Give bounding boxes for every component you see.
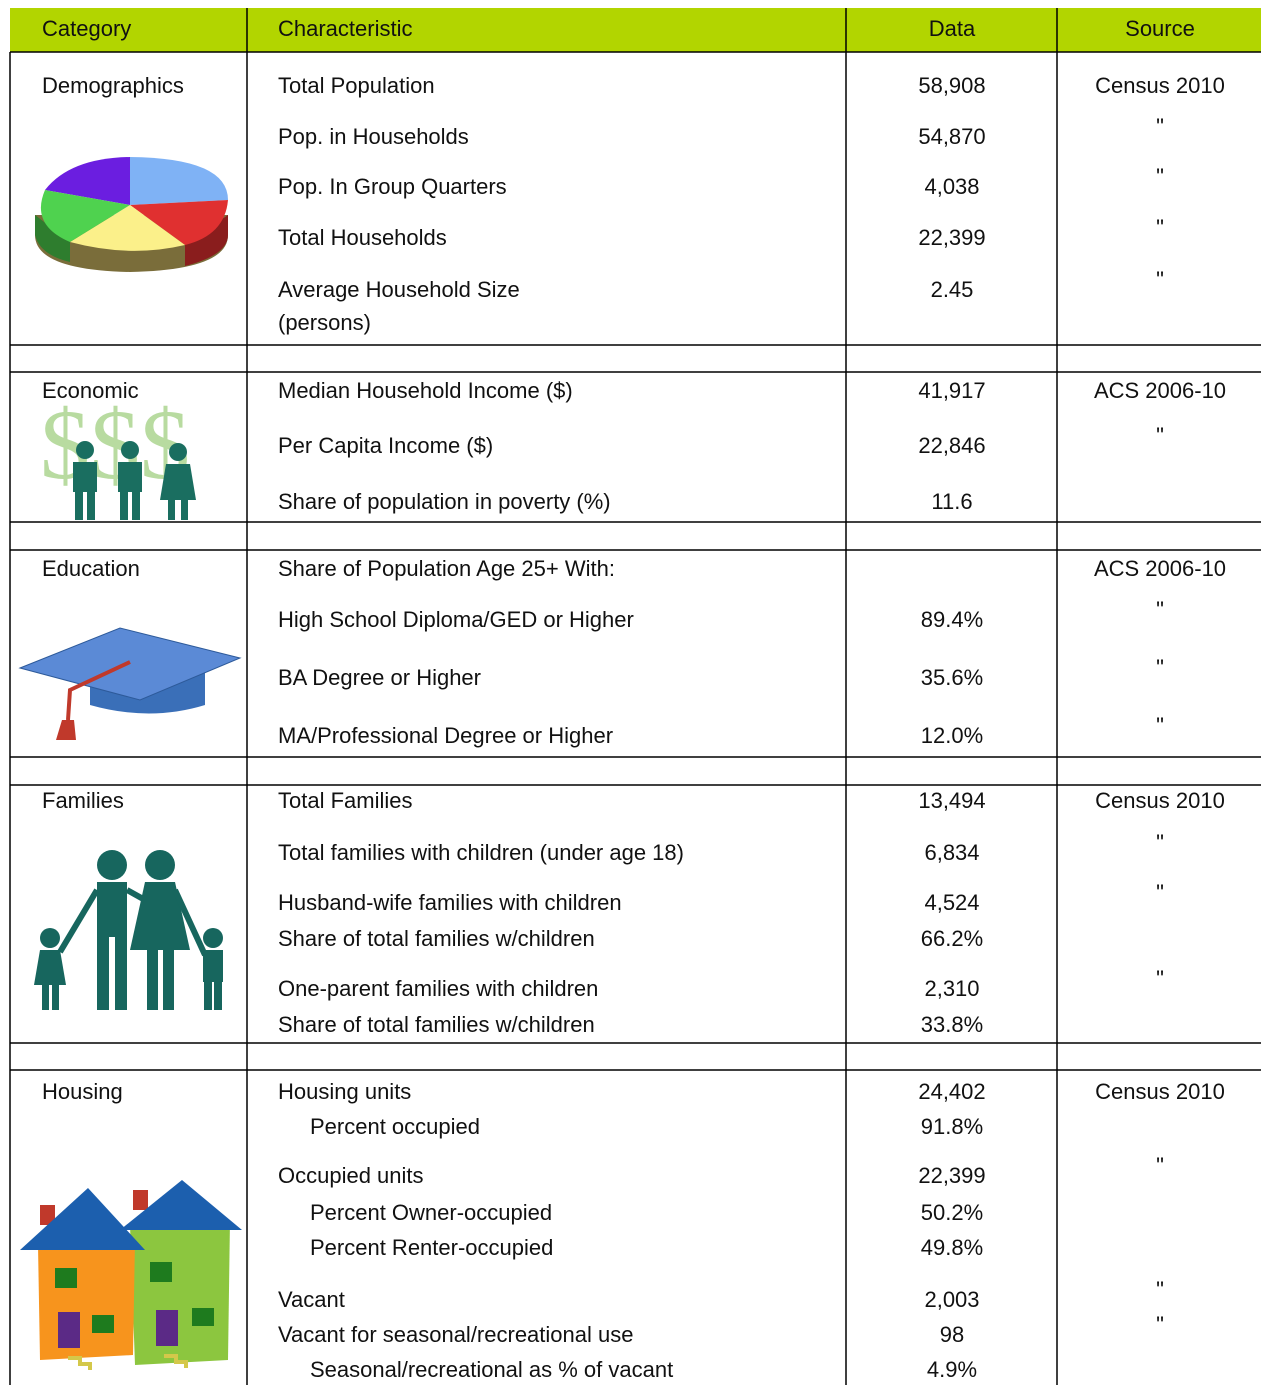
data-value: 22,846 <box>918 433 985 458</box>
source: " <box>1156 655 1164 680</box>
characteristic: High School Diploma/GED or Higher <box>278 607 634 632</box>
characteristic: BA Degree or Higher <box>278 665 481 690</box>
source: " <box>1156 114 1164 139</box>
data-value: 2,310 <box>924 976 979 1001</box>
characteristic: Share of population in poverty (%) <box>278 489 611 514</box>
source: " <box>1156 423 1164 448</box>
characteristic: Vacant <box>278 1287 345 1312</box>
category: Demographics <box>42 73 184 98</box>
source: " <box>1156 267 1164 292</box>
category: Families <box>42 788 124 813</box>
money-icon: $$$ <box>40 389 196 520</box>
source: Census 2010 <box>1095 1079 1225 1104</box>
data-value: 4.9% <box>927 1357 977 1382</box>
data-value: 6,834 <box>924 840 979 865</box>
data-value: 22,399 <box>918 225 985 250</box>
characteristic: Per Capita Income ($) <box>278 433 493 458</box>
family-icon <box>34 850 223 1010</box>
data-value: 89.4% <box>921 607 983 632</box>
source: ACS 2006-10 <box>1094 556 1226 581</box>
source: ACS 2006-10 <box>1094 378 1226 403</box>
source: " <box>1156 830 1164 855</box>
characteristic: Median Household Income ($) <box>278 378 573 403</box>
header-cell: Data <box>929 16 976 41</box>
data-value: 4,524 <box>924 890 979 915</box>
characteristic: Share of total families w/children <box>278 1012 595 1037</box>
data-value: 2,003 <box>924 1287 979 1312</box>
source: " <box>1156 880 1164 905</box>
characteristic: Percent occupied <box>310 1114 480 1139</box>
source: Census 2010 <box>1095 73 1225 98</box>
data-value: 98 <box>940 1322 964 1347</box>
data-value: 50.2% <box>921 1200 983 1225</box>
source: " <box>1156 597 1164 622</box>
data-value: 49.8% <box>921 1235 983 1260</box>
data-value: 35.6% <box>921 665 983 690</box>
pie-icon <box>35 157 228 272</box>
header-bar <box>10 8 1261 52</box>
data-value: 91.8% <box>921 1114 983 1139</box>
characteristic: Total Families <box>278 788 412 813</box>
source: " <box>1156 215 1164 240</box>
data-value: 54,870 <box>918 124 985 149</box>
cap-icon <box>20 628 240 740</box>
characteristic: Pop. In Group Quarters <box>278 174 507 199</box>
header-cell: Category <box>42 16 131 41</box>
data-value: 2.45 <box>931 277 974 302</box>
characteristic: Percent Owner-occupied <box>310 1200 552 1225</box>
data-value: 11.6 <box>931 489 972 514</box>
data-value: 41,917 <box>918 378 985 403</box>
data-value: 33.8% <box>921 1012 983 1037</box>
characteristic: Total Population <box>278 73 435 98</box>
table: Category Characteristic Data Source $$$ … <box>0 0 1261 1385</box>
source: " <box>1156 1277 1164 1302</box>
source: " <box>1156 164 1164 189</box>
page: Category Characteristic Data Source $$$ … <box>0 0 1261 1385</box>
data-value: 24,402 <box>918 1079 985 1104</box>
characteristic: Housing units <box>278 1079 411 1104</box>
data-value: 66.2% <box>921 926 983 951</box>
category: Housing <box>42 1079 123 1104</box>
characteristic: Husband-wife families with children <box>278 890 622 915</box>
source: Census 2010 <box>1095 788 1225 813</box>
header-cell: Source <box>1125 16 1195 41</box>
characteristic: Total Households <box>278 225 447 250</box>
source: " <box>1156 1312 1164 1337</box>
data-value: 4,038 <box>924 174 979 199</box>
data-value: 12.0% <box>921 723 983 748</box>
characteristic: Vacant for seasonal/recreational use <box>278 1322 633 1347</box>
data-value: 13,494 <box>918 788 985 813</box>
source: " <box>1156 966 1164 991</box>
characteristic: Occupied units <box>278 1163 424 1188</box>
characteristic: Percent Renter-occupied <box>310 1235 553 1260</box>
data-value: 58,908 <box>918 73 985 98</box>
source: " <box>1156 1153 1164 1178</box>
characteristic: Average Household Size(persons) <box>278 277 520 335</box>
header-cell: Characteristic <box>278 16 412 41</box>
characteristic: MA/Professional Degree or Higher <box>278 723 613 748</box>
characteristic: Share of total families w/children <box>278 926 595 951</box>
characteristic: One-parent families with children <box>278 976 598 1001</box>
characteristic: Pop. in Households <box>278 124 469 149</box>
characteristic: Share of Population Age 25+ With: <box>278 556 615 581</box>
category: Education <box>42 556 140 581</box>
characteristic: Seasonal/recreational as % of vacant <box>310 1357 673 1382</box>
houses-icon <box>20 1180 242 1370</box>
characteristic: Total families with children (under age … <box>278 840 684 865</box>
data-value: 22,399 <box>918 1163 985 1188</box>
category: Economic <box>42 378 139 403</box>
source: " <box>1156 713 1164 738</box>
